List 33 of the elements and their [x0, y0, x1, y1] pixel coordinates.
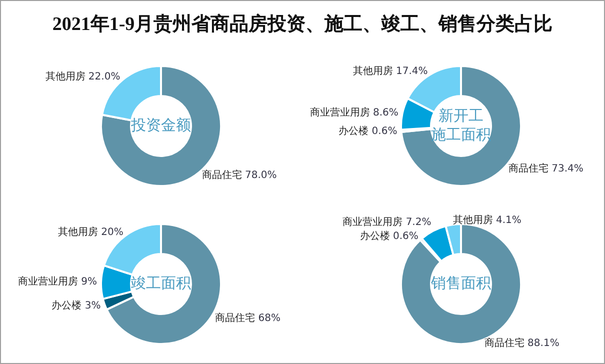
- data-label: 68%: [258, 312, 280, 324]
- data-label: 4.1%: [496, 215, 522, 226]
- slice-label: 其他用房: [352, 64, 393, 77]
- text: 销售面积: [430, 274, 491, 292]
- data-label: 78.0%: [244, 170, 277, 181]
- data-label: 0.6%: [372, 126, 398, 137]
- slice-label: 其他用房: [45, 70, 86, 82]
- data-label: 8.6%: [372, 107, 398, 118]
- slice-label: 办公楼: [338, 124, 369, 137]
- slice-label: 办公楼: [360, 230, 390, 242]
- slice-label: 其他用房: [452, 214, 493, 226]
- text: 竣工面积: [131, 274, 191, 292]
- data-label: 9%: [81, 276, 98, 288]
- slice-label: 商业营业用房: [310, 106, 370, 118]
- data-label: 3%: [84, 300, 101, 312]
- text: 2021年1-9月贵州省商品房投资、施工、竣工、销售分类占比: [51, 12, 554, 37]
- data-label: 17.4%: [396, 66, 428, 77]
- data-label: 73.4%: [552, 164, 584, 175]
- data-label: 7.2%: [406, 216, 432, 228]
- slice-label: 商品住宅: [484, 337, 524, 350]
- slice-label: 商品住宅: [215, 312, 256, 324]
- data-label: 20%: [101, 226, 124, 238]
- slice-label: 其他用房: [58, 226, 98, 238]
- data-label: 22.0%: [88, 71, 120, 82]
- text: 新开工施工面积: [431, 106, 491, 144]
- data-label: 0.6%: [392, 230, 418, 242]
- data-label: 88.1%: [528, 338, 560, 350]
- slice-label: 商品住宅: [202, 168, 242, 181]
- slice-label: 商品住宅: [508, 162, 548, 175]
- slice-label: 办公楼: [52, 299, 82, 312]
- slice-label: 商业营业用房: [342, 216, 403, 228]
- slice-label: 商业营业用房: [18, 276, 78, 288]
- text: 投资金额: [130, 116, 191, 134]
